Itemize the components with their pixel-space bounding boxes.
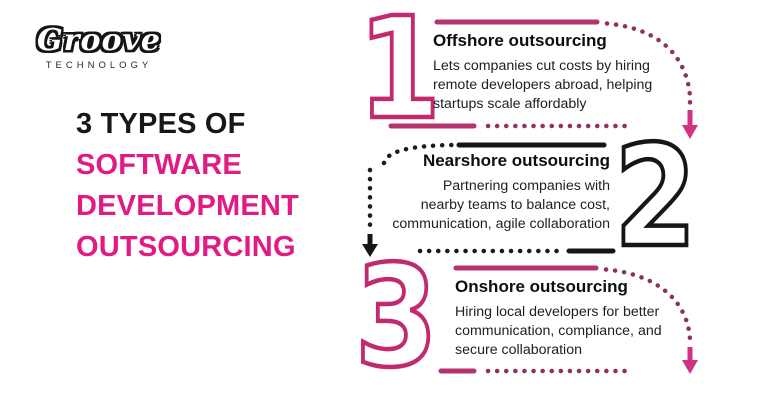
title-line-outsourcing: OUTSOURCING: [76, 231, 296, 263]
brand-logo-subtext: TECHNOLOGY: [45, 60, 153, 71]
brand-logo: Groove TECHNOLOGY: [34, 23, 164, 72]
section2-nearshore: Nearshore outsourcing Partnering compani…: [392, 151, 610, 234]
section3-description-line: Hiring local developers for better: [455, 304, 660, 320]
section2-description-line: nearby teams to balance cost,: [420, 197, 610, 213]
section3-heading: Onshore outsourcing: [455, 277, 628, 296]
section2-description-line: Partnering companies with: [442, 178, 610, 194]
section1-number: 1: [356, 0, 443, 151]
title-line-development: DEVELOPMENT: [76, 190, 299, 222]
section1-description-line: startups scale affordably: [433, 96, 587, 112]
title-line-black: 3 TYPES OF: [76, 108, 246, 140]
section3-description-line: secure collaboration: [455, 342, 582, 358]
section1-description-line: remote developers abroad, helping: [433, 77, 653, 93]
section3-description: Hiring local developers for better commu…: [455, 303, 662, 360]
section1-description-line: Lets companies cut costs by hiring: [433, 58, 650, 74]
page-title: 3 TYPES OF SOFTWARE DEVELOPMENT OUTSOURC…: [76, 104, 299, 268]
section2-heading: Nearshore outsourcing: [422, 151, 610, 170]
section1-heading: Offshore outsourcing: [433, 31, 607, 50]
section1-description: Lets companies cut costs by hiring remot…: [433, 57, 652, 114]
section3-number: 3: [353, 236, 440, 399]
section3-down-arrow-icon: [682, 360, 698, 374]
section1-offshore: Offshore outsourcing Lets companies cut …: [433, 31, 652, 114]
section2-number: 2: [612, 116, 699, 279]
title-line-software: SOFTWARE: [76, 149, 242, 181]
section3-description-line: communication, compliance, and: [455, 323, 662, 339]
section2-description-line: communication, agile collaboration: [392, 216, 610, 232]
section2-description: Partnering companies with nearby teams t…: [392, 177, 610, 234]
section3-onshore: Onshore outsourcing Hiring local develop…: [455, 277, 662, 360]
brand-logo-wordmark: Groove: [37, 23, 161, 58]
